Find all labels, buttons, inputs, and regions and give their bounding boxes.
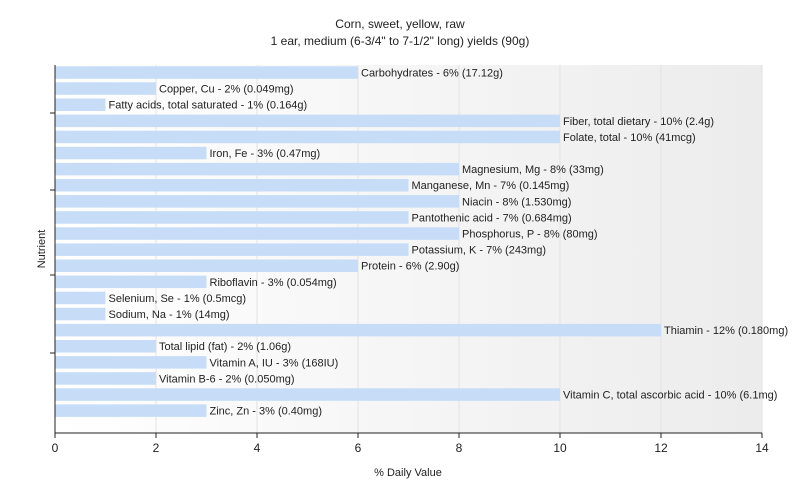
- bar: [55, 227, 459, 240]
- bar-label: Phosphorus, P - 8% (80mg): [462, 229, 598, 241]
- bar: [55, 259, 358, 272]
- y-axis-label: Nutrient: [36, 230, 48, 269]
- chart-subtitle: 1 ear, medium (6-3/4" to 7-1/2" long) yi…: [271, 34, 530, 48]
- bar-label: Zinc, Zn - 3% (0.40mg): [210, 406, 322, 418]
- bar-label: Magnesium, Mg - 8% (33mg): [462, 164, 604, 176]
- bar-label: Vitamin C, total ascorbic acid - 10% (6.…: [563, 390, 777, 402]
- bar: [55, 179, 409, 192]
- x-axis-label: % Daily Value: [374, 467, 442, 479]
- bar-label: Riboflavin - 3% (0.054mg): [210, 277, 337, 289]
- axes: 0 2 4 6 8 10 12 14: [50, 65, 769, 455]
- bar: [55, 340, 156, 353]
- x-tick-label: 6: [355, 441, 362, 455]
- bar: [55, 82, 156, 95]
- bar-label: Selenium, Se - 1% (0.5mcg): [109, 293, 247, 305]
- bar-series: Carbohydrates - 6% (17.12g) Copper, Cu - …: [55, 66, 788, 418]
- bar-label: Carbohydrates - 6% (17.12g): [361, 68, 503, 80]
- bar-label: Potassium, K - 7% (243mg): [412, 245, 547, 257]
- bar-label: Iron, Fe - 3% (0.47mg): [210, 148, 321, 160]
- chart-title: Corn, sweet, yellow, raw: [335, 17, 465, 31]
- bar-label: Vitamin A, IU - 3% (168IU): [210, 357, 339, 369]
- bar-label: Fiber, total dietary - 10% (2.4g): [563, 116, 714, 128]
- bar: [55, 388, 560, 401]
- bar: [55, 372, 156, 385]
- bar-label: Manganese, Mn - 7% (0.145mg): [412, 180, 570, 192]
- x-tick-label: 8: [456, 441, 463, 455]
- bar-label: Thiamin - 12% (0.180mg): [664, 325, 788, 337]
- bar: [55, 162, 459, 176]
- x-tick-label: 12: [654, 441, 668, 455]
- x-tick-label: 2: [153, 441, 160, 455]
- bar-label: Total lipid (fat) - 2% (1.06g): [159, 341, 291, 353]
- bar-label: Protein - 6% (2.90g): [361, 261, 459, 273]
- bar: [55, 114, 560, 128]
- bar: [55, 211, 409, 224]
- bar: [55, 243, 409, 256]
- bar: [55, 291, 106, 305]
- x-tick-label: 10: [553, 441, 567, 455]
- x-tick-label: 0: [52, 441, 59, 455]
- bar: [55, 66, 358, 79]
- bar: [55, 356, 207, 369]
- bar-label: Pantothenic acid - 7% (0.684mg): [412, 212, 572, 224]
- bar: [55, 275, 207, 289]
- bar-label: Copper, Cu - 2% (0.049mg): [159, 84, 294, 96]
- bar: [55, 98, 106, 111]
- bar-label: Fatty acids, total saturated - 1% (0.164…: [109, 100, 308, 112]
- x-tick-label: 14: [755, 441, 769, 455]
- bar: [55, 195, 459, 208]
- bar-label: Vitamin B-6 - 2% (0.050mg): [159, 373, 295, 385]
- x-tick-label: 4: [254, 441, 261, 455]
- bar-label: Folate, total - 10% (41mcg): [563, 132, 696, 144]
- bar-label: Sodium, Na - 1% (14mg): [109, 309, 230, 321]
- bar: [55, 307, 106, 321]
- bar: [55, 146, 207, 160]
- bar: [55, 323, 661, 337]
- bar: [55, 404, 207, 417]
- bar-label: Niacin - 8% (1.530mg): [462, 196, 571, 208]
- bar: [55, 130, 560, 144]
